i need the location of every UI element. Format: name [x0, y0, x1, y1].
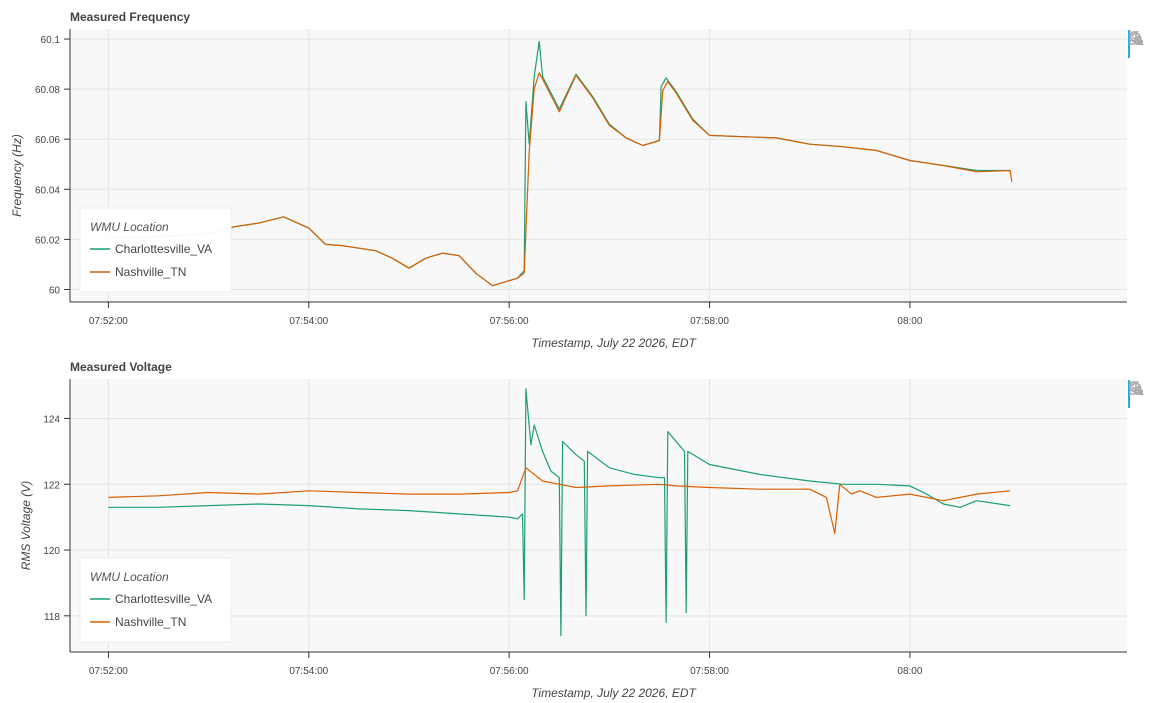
series-line-nashville-tn: [108, 467, 1011, 535]
y-tick-label: 120: [43, 546, 60, 557]
y-tick-label: 122: [43, 480, 60, 491]
frequency-chart: Measured Frequency 07:52:00 07:54:00 07:56:…: [10, 10, 1127, 350]
legend-title: WMU Location: [90, 220, 169, 234]
y-tick-label: 124: [43, 414, 60, 425]
reset-icon[interactable]: [1130, 31, 1158, 141]
legend-label: Charlottesville_VA: [115, 592, 212, 606]
wheel-zoom-icon[interactable]: [1129, 381, 1158, 435]
series-line-nashville-tn: [108, 72, 1013, 287]
x-tick-label: 07:58:00: [690, 316, 729, 327]
y-tick-label: 118: [44, 612, 60, 623]
x-tick-label: 08:00: [897, 666, 922, 677]
wheel-zoom-icon[interactable]: [1129, 31, 1158, 85]
voltage-toolbar: [1128, 380, 1162, 495]
legend-box: [79, 557, 232, 643]
legend: WMU Location Charlottesville_VA Nashville_…: [79, 207, 232, 293]
x-tick-label: 07:58:00: [690, 666, 729, 677]
grid-lines: [70, 29, 1127, 302]
active-tool-indicator: [1128, 380, 1130, 408]
plot-area: [70, 29, 1127, 302]
x-axis-label: Timestamp, July 22 2026, EDT: [531, 686, 697, 700]
save-icon[interactable]: [1129, 32, 1158, 113]
chart-title: Measured Voltage: [70, 360, 172, 374]
y-axis-label: RMS Voltage (V): [19, 481, 33, 571]
legend-title: WMU Location: [90, 570, 169, 584]
x-tick-label: 07:54:00: [289, 666, 328, 677]
legend-label: Nashville_TN: [115, 615, 186, 629]
x-tick-label: 07:52:00: [89, 666, 128, 677]
grid-lines: [70, 379, 1127, 652]
plot-area: [70, 379, 1127, 652]
voltage-chart: Measured Voltage 07:52:00 07:54:00 07:56:00…: [19, 360, 1127, 700]
x-tick-label: 07:56:00: [490, 316, 529, 327]
y-tick-label: 60.08: [35, 85, 60, 96]
x-tick-label: 07:52:00: [89, 316, 128, 327]
x-tick-label: 08:00: [897, 316, 922, 327]
legend: WMU Location Charlottesville_VA Nashville_…: [79, 557, 232, 643]
y-tick-label: 60.1: [41, 35, 61, 46]
y-tick-label: 60: [49, 285, 61, 296]
x-tick-label: 07:54:00: [289, 316, 328, 327]
chart-title: Measured Frequency: [70, 10, 190, 24]
x-axis-label: Timestamp, July 22 2026, EDT: [531, 336, 697, 350]
y-axis-label: Frequency (Hz): [10, 134, 24, 217]
series-line-charlottesville-va: [108, 388, 1011, 637]
x-tick-label: 07:56:00: [490, 666, 529, 677]
frequency-chart-panel: Measured Frequency 07:52:00 07:54:00 07:56:…: [0, 0, 1169, 350]
legend-label: Charlottesville_VA: [115, 242, 212, 256]
legend-box: [79, 207, 232, 293]
frequency-toolbar: [1128, 30, 1162, 145]
y-tick-label: 60.04: [35, 185, 60, 196]
y-tick-label: 60.02: [35, 235, 60, 246]
save-icon[interactable]: [1129, 382, 1158, 463]
y-tick-label: 60.06: [35, 135, 60, 146]
voltage-chart-panel: Measured Voltage 07:52:00 07:54:00 07:56:00…: [0, 350, 1169, 700]
active-tool-indicator: [1128, 30, 1130, 58]
reset-icon[interactable]: [1130, 381, 1158, 491]
legend-label: Nashville_TN: [115, 265, 186, 279]
